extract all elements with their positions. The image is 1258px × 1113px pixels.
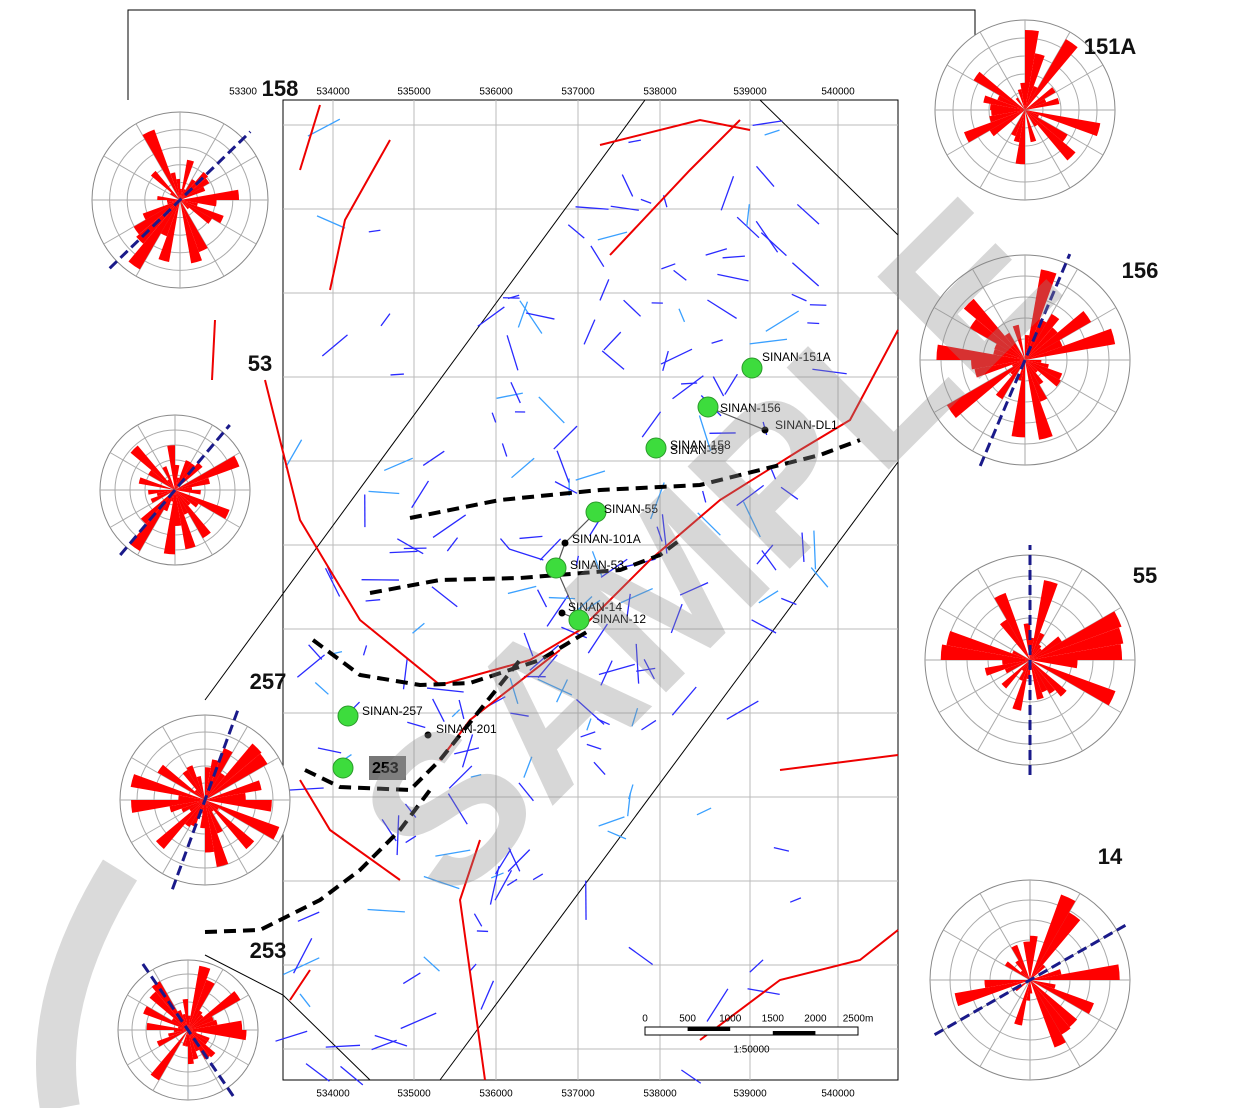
scale-label: 2000 <box>804 1014 827 1025</box>
x-tick-label: 539000 <box>733 1089 767 1100</box>
x-tick-label: 539000 <box>733 87 767 98</box>
scale-bar-fill <box>773 1031 816 1035</box>
rose-diagram <box>100 415 250 565</box>
rose-label: 14 <box>1098 844 1123 869</box>
rose-label: 257 <box>250 669 287 694</box>
scale-label: 500 <box>679 1014 696 1025</box>
lineament <box>391 374 404 375</box>
scale-bar <box>645 1027 858 1035</box>
x-tick-label: 538000 <box>643 87 677 98</box>
rose-diagram <box>92 112 268 288</box>
scale-label: 1500 <box>762 1014 785 1025</box>
rose-diagram <box>118 960 258 1100</box>
map-figure: SINAN-151ASINAN-156SINAN-DL1SINAN-158SIN… <box>0 0 1258 1108</box>
rose-label: 158 <box>262 76 299 101</box>
scale-label: 2500m <box>843 1014 874 1025</box>
x-tick-label: 534000 <box>316 1089 350 1100</box>
x-tick-label: 537000 <box>561 87 595 98</box>
lineament <box>681 383 697 384</box>
x-tick-label: 540000 <box>821 87 855 98</box>
rose-label: 253 <box>250 938 287 963</box>
scale-label: 0 <box>642 1014 648 1025</box>
rose-diagram <box>930 880 1130 1080</box>
rose-label: 151A <box>1084 34 1137 59</box>
scale-label: 1000 <box>719 1014 742 1025</box>
rose-label: 156 <box>1122 258 1159 283</box>
scale-ratio: 1:50000 <box>733 1045 770 1056</box>
well-marker <box>338 706 358 726</box>
x-tick-label: 535000 <box>397 1089 431 1100</box>
x-tick-label: 53300 <box>229 87 257 98</box>
x-tick-label: 540000 <box>821 1089 855 1100</box>
rose-label: 55 <box>1133 563 1157 588</box>
x-tick-label: 534000 <box>316 87 350 98</box>
x-tick-label: 535000 <box>397 87 431 98</box>
rose-label: 53 <box>248 351 272 376</box>
scale-bar-fill <box>688 1027 731 1031</box>
x-tick-label: 537000 <box>561 1089 595 1100</box>
x-tick-label: 538000 <box>643 1089 677 1100</box>
x-tick-label: 536000 <box>479 1089 513 1100</box>
x-tick-label: 536000 <box>479 87 513 98</box>
